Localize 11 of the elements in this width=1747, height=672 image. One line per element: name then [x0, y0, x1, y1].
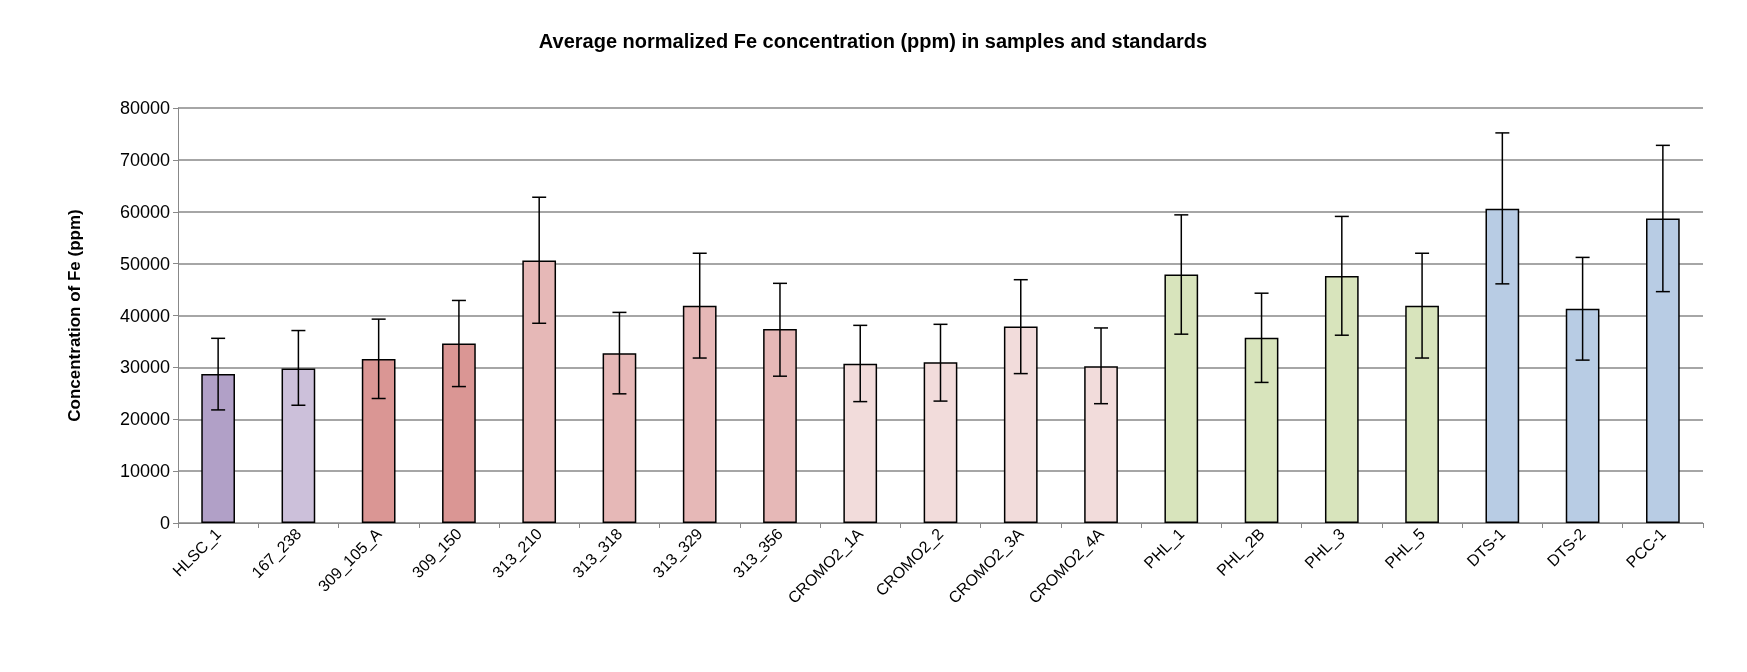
y-tick-label: 70000	[119, 149, 170, 170]
y-tick-label: 20000	[119, 409, 170, 430]
y-tick-label: 40000	[119, 305, 170, 326]
y-tick-label: 0	[159, 513, 170, 533]
y-tick-label: 80000	[119, 98, 170, 118]
chart-title: Average normalized Fe concentration (ppm) in samples and standards	[538, 30, 1208, 52]
y-tick-label: 10000	[119, 461, 170, 482]
y-tick-label: 30000	[119, 357, 170, 378]
y-tick-label: 50000	[119, 253, 170, 274]
y-tick-label: 60000	[119, 201, 170, 222]
y-axis-title: Concentration of Fe (ppm)	[65, 209, 84, 422]
